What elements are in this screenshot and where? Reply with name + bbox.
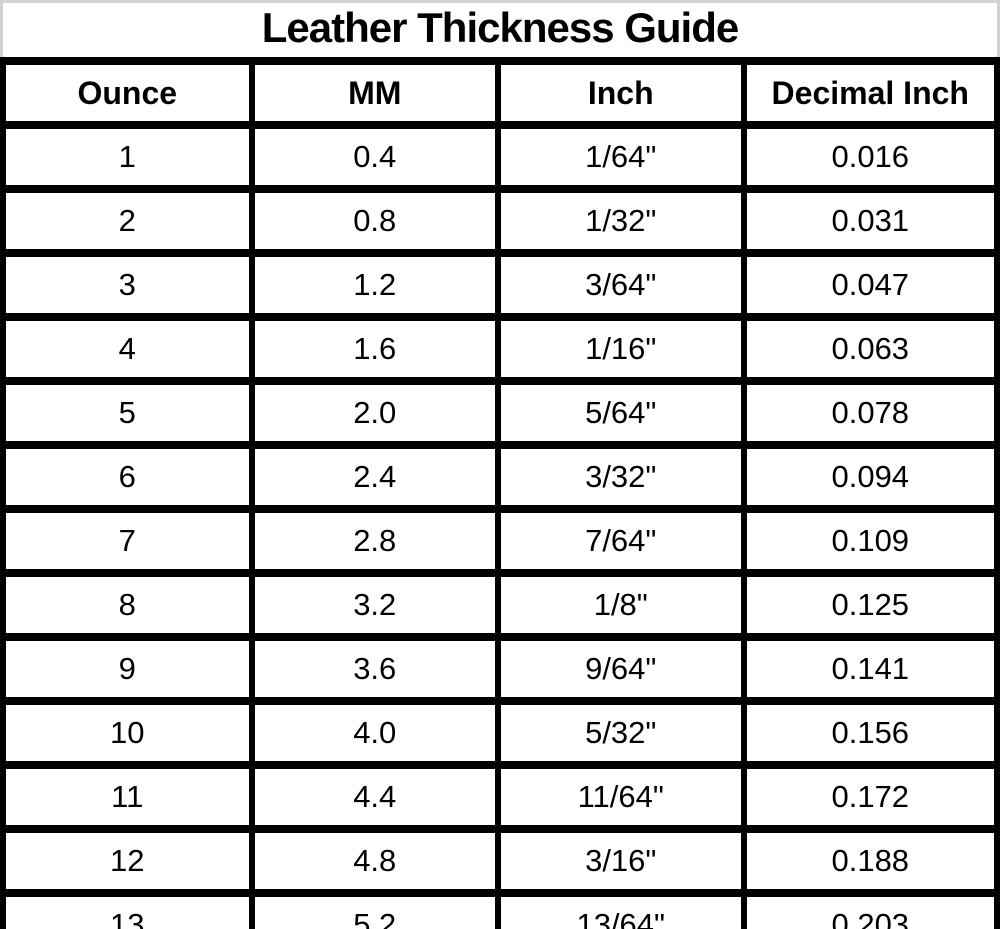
thickness-table: Ounce MM Inch Decimal Inch 1 0.4 1/64" 0.01…	[0, 57, 1000, 929]
cell-ounce: 1	[0, 121, 255, 193]
cell-decimal-inch: 0.188	[740, 825, 1000, 897]
cell-decimal-inch: 0.172	[740, 761, 1000, 833]
cell-mm: 4.4	[248, 761, 501, 833]
cell-ounce: 3	[0, 249, 255, 321]
table-row: 11 4.4 11/64" 0.172	[0, 761, 1000, 833]
cell-decimal-inch: 0.078	[740, 377, 1000, 449]
cell-ounce: 4	[0, 313, 255, 385]
table-row: 4 1.6 1/16" 0.063	[0, 313, 1000, 385]
column-header-inch: Inch	[495, 57, 747, 129]
column-header-ounce: Ounce	[0, 57, 255, 129]
column-header-mm: MM	[248, 57, 501, 129]
table-row: 12 4.8 3/16" 0.188	[0, 825, 1000, 897]
cell-ounce: 12	[0, 825, 255, 897]
table-row: 13 5.2 13/64" 0.203	[0, 889, 1000, 929]
title-bar: Leather Thickness Guide	[0, 0, 1000, 57]
cell-ounce: 11	[0, 761, 255, 833]
table-row: 5 2.0 5/64" 0.078	[0, 377, 1000, 449]
cell-mm: 1.2	[248, 249, 501, 321]
cell-ounce: 2	[0, 185, 255, 257]
cell-mm: 3.2	[248, 569, 501, 641]
cell-decimal-inch: 0.094	[740, 441, 1000, 513]
table-row: 7 2.8 7/64" 0.109	[0, 505, 1000, 577]
cell-mm: 3.6	[248, 633, 501, 705]
cell-inch: 1/16"	[495, 313, 747, 385]
cell-decimal-inch: 0.031	[740, 185, 1000, 257]
cell-mm: 0.4	[248, 121, 501, 193]
table-row: 1 0.4 1/64" 0.016	[0, 121, 1000, 193]
cell-mm: 5.2	[248, 889, 501, 929]
column-header-decimal-inch: Decimal Inch	[740, 57, 1000, 129]
cell-decimal-inch: 0.109	[740, 505, 1000, 577]
cell-inch: 5/32"	[495, 697, 747, 769]
cell-inch: 9/64"	[495, 633, 747, 705]
cell-decimal-inch: 0.203	[740, 889, 1000, 929]
cell-inch: 3/16"	[495, 825, 747, 897]
table-row: 3 1.2 3/64" 0.047	[0, 249, 1000, 321]
table-body: 1 0.4 1/64" 0.016 2 0.8 1/32" 0.031 3 1.2 3/64" 0.0…	[0, 121, 1000, 929]
cell-inch: 1/32"	[495, 185, 747, 257]
cell-ounce: 10	[0, 697, 255, 769]
cell-mm: 2.8	[248, 505, 501, 577]
cell-inch: 7/64"	[495, 505, 747, 577]
table-row: 10 4.0 5/32" 0.156	[0, 697, 1000, 769]
cell-ounce: 6	[0, 441, 255, 513]
cell-decimal-inch: 0.047	[740, 249, 1000, 321]
cell-mm: 1.6	[248, 313, 501, 385]
cell-decimal-inch: 0.016	[740, 121, 1000, 193]
cell-mm: 2.4	[248, 441, 501, 513]
table-row: 9 3.6 9/64" 0.141	[0, 633, 1000, 705]
cell-inch: 3/64"	[495, 249, 747, 321]
cell-inch: 11/64"	[495, 761, 747, 833]
cell-mm: 4.8	[248, 825, 501, 897]
cell-inch: 1/64"	[495, 121, 747, 193]
cell-inch: 3/32"	[495, 441, 747, 513]
cell-mm: 0.8	[248, 185, 501, 257]
cell-inch: 5/64"	[495, 377, 747, 449]
cell-decimal-inch: 0.141	[740, 633, 1000, 705]
cell-ounce: 9	[0, 633, 255, 705]
header-row: Ounce MM Inch Decimal Inch	[0, 57, 1000, 129]
cell-mm: 4.0	[248, 697, 501, 769]
cell-mm: 2.0	[248, 377, 501, 449]
cell-decimal-inch: 0.156	[740, 697, 1000, 769]
cell-inch: 1/8"	[495, 569, 747, 641]
page-title: Leather Thickness Guide	[261, 4, 739, 51]
cell-ounce: 8	[0, 569, 255, 641]
cell-decimal-inch: 0.063	[740, 313, 1000, 385]
cell-ounce: 13	[0, 889, 255, 929]
table-row: 2 0.8 1/32" 0.031	[0, 185, 1000, 257]
table-row: 8 3.2 1/8" 0.125	[0, 569, 1000, 641]
cell-ounce: 5	[0, 377, 255, 449]
table-row: 6 2.4 3/32" 0.094	[0, 441, 1000, 513]
table-header: Ounce MM Inch Decimal Inch	[0, 57, 1000, 129]
cell-inch: 13/64"	[495, 889, 747, 929]
cell-ounce: 7	[0, 505, 255, 577]
cell-decimal-inch: 0.125	[740, 569, 1000, 641]
